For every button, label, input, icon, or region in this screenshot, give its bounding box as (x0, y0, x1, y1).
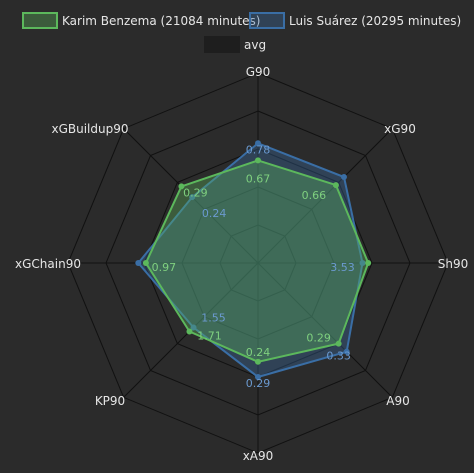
value-label: 1.55 (201, 311, 226, 324)
value-label: 0.67 (246, 172, 271, 185)
legend-swatch-avg[interactable] (204, 36, 240, 53)
axis-label: G90 (246, 65, 271, 79)
series-point[interactable] (178, 183, 185, 190)
series-point[interactable] (359, 260, 366, 266)
value-label: 0.24 (202, 207, 227, 220)
series-point[interactable] (255, 358, 261, 365)
series-point[interactable] (135, 260, 142, 266)
series-point[interactable] (190, 324, 197, 331)
value-label: 1.71 (197, 330, 222, 343)
radar-series (135, 140, 372, 380)
series-point[interactable] (142, 260, 149, 266)
radar-labels: 0.67 0.66 0.29 0.24 1.71 0.97 0.29 0.78 3.53 0.33… (15, 65, 468, 463)
value-label: 0.78 (246, 143, 271, 156)
series-point[interactable] (255, 140, 261, 147)
series-point[interactable] (343, 348, 350, 355)
legend: Karim Benzema (21084 minutes) Luis Suáre… (22, 12, 461, 53)
series-point[interactable] (189, 194, 196, 201)
series-point[interactable] (332, 182, 339, 189)
value-label: 3.53 (330, 261, 355, 274)
legend-swatch-benzema[interactable] (22, 12, 58, 29)
axis-label: xA90 (243, 449, 274, 463)
value-label: 0.66 (302, 189, 327, 202)
legend-swatch-suarez[interactable] (249, 12, 285, 29)
series-point[interactable] (365, 260, 372, 266)
legend-label-suarez[interactable]: Luis Suárez (20295 minutes) (289, 14, 461, 28)
value-label: 0.29 (246, 377, 271, 390)
grid-spoke (257, 128, 393, 264)
series-point[interactable] (186, 328, 193, 335)
legend-label-avg[interactable]: avg (244, 38, 266, 52)
axis-label: xGChain90 (15, 257, 81, 271)
axis-label: KP90 (95, 394, 125, 408)
series-point[interactable] (255, 374, 261, 380)
value-label: 0.33 (326, 350, 351, 363)
series-point[interactable] (255, 157, 261, 164)
value-label: 0.29 (183, 186, 208, 199)
series-point[interactable] (335, 340, 342, 347)
axis-label: xGBuildup90 (51, 122, 128, 136)
series-point[interactable] (340, 174, 347, 181)
axis-label: Sh90 (438, 257, 469, 271)
legend-label-benzema[interactable]: Karim Benzema (21084 minutes) (62, 14, 260, 28)
axis-label: xG90 (384, 122, 416, 136)
value-label: 0.97 (152, 261, 177, 274)
value-label: 0.29 (306, 332, 331, 345)
grid-spoke (257, 262, 393, 398)
value-label: 0.24 (246, 346, 271, 359)
axis-label: A90 (386, 394, 409, 408)
